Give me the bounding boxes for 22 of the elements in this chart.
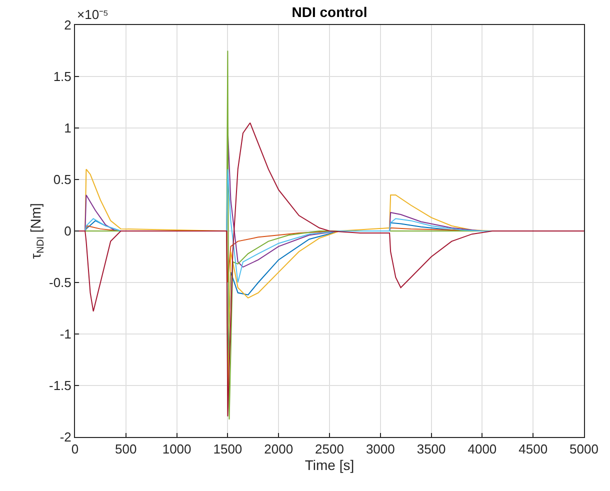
- x-tick-label: 4500: [518, 442, 548, 457]
- x-tick-label: 3500: [416, 442, 446, 457]
- x-tick-label: 1500: [213, 442, 242, 457]
- y-tick-label: 1: [64, 120, 72, 136]
- chart-title: NDI control: [292, 4, 368, 20]
- y-tick-label: -0.5: [48, 275, 72, 290]
- text: ×10⁻⁵: [77, 7, 108, 22]
- x-tick-label: 2000: [264, 442, 294, 457]
- x-tick-label: 1000: [162, 442, 192, 457]
- y-tick-label: 0: [64, 224, 72, 239]
- y-tick-label: 0.5: [53, 172, 72, 188]
- x-tick-label: 5000: [570, 442, 598, 457]
- y-tick-label: -2: [60, 430, 72, 445]
- x-tick-label: 4000: [468, 442, 497, 457]
- y-tick-label: -1: [60, 326, 72, 342]
- y-tick-label: 2: [64, 18, 72, 33]
- x-tick-label: 3000: [366, 442, 395, 457]
- y-tick-label: -1.5: [48, 378, 72, 394]
- x-tick-label: 500: [115, 442, 137, 457]
- x-tick-label: 2500: [315, 442, 344, 457]
- x-axis-title: Time [s]: [304, 456, 354, 473]
- y-tick-label: 1.5: [53, 69, 72, 84]
